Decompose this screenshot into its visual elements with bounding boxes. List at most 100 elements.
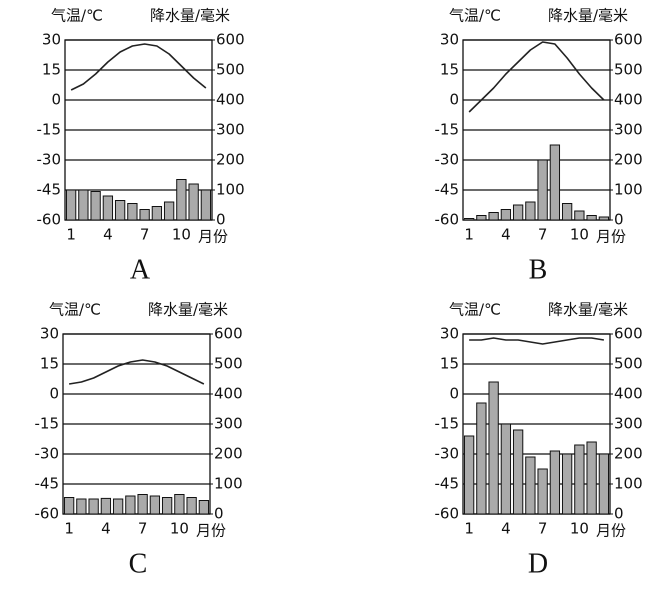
y-tick-label: -45 — [435, 181, 460, 199]
precipitation-bar — [549, 144, 561, 221]
x-tick-label: 4 — [103, 226, 113, 244]
precipitation-bar — [65, 189, 77, 221]
precipitation-bar — [500, 423, 512, 515]
precipitation-bar — [176, 179, 187, 221]
precipitation-bar — [112, 498, 124, 515]
y-axis-label: 气温/℃ — [449, 7, 501, 25]
y2-axis-label: 降水量/毫米 — [548, 301, 628, 319]
precipitation-bar — [88, 498, 99, 515]
precipitation-bar — [598, 453, 610, 515]
precipitation-bar — [476, 402, 487, 515]
y2-tick-label: 500 — [614, 61, 643, 79]
y2-tick-label: 200 — [216, 151, 245, 169]
precipitation-bar — [586, 441, 597, 515]
y2-tick-label: 0 — [216, 211, 226, 229]
y2-tick-label: 200 — [614, 445, 643, 463]
y-tick-label: -60 — [435, 211, 460, 229]
panel-label: A — [130, 254, 151, 285]
precipitation-bar — [188, 183, 199, 221]
precipitation-bar — [476, 215, 487, 221]
y-tick-label: 0 — [49, 385, 59, 403]
y2-tick-label: 100 — [214, 475, 243, 493]
precipitation-bar — [149, 495, 161, 515]
precipitation-bar — [512, 204, 524, 221]
precipitation-bar — [63, 497, 75, 515]
precipitation-bar — [163, 201, 175, 221]
y-tick-label: -60 — [35, 505, 60, 523]
temperature-line — [68, 359, 205, 385]
x-axis-label: 月份 — [198, 228, 228, 246]
precipitation-bar — [174, 494, 185, 515]
x-tick-label: 7 — [138, 520, 148, 538]
precipitation-bar — [561, 453, 573, 515]
y2-tick-label: 300 — [216, 121, 245, 139]
y-tick-label: -15 — [37, 121, 62, 139]
precipitation-bar — [512, 429, 524, 515]
precipitation-bar — [561, 203, 573, 221]
y-tick-label: 15 — [42, 61, 61, 79]
y-tick-label: -45 — [35, 475, 60, 493]
temperature-line — [468, 41, 605, 113]
precipitation-bar — [549, 450, 561, 515]
y2-tick-label: 200 — [614, 151, 643, 169]
precipitation-bar — [78, 189, 89, 221]
precipitation-bar — [200, 189, 212, 221]
y-axis-label: 气温/℃ — [449, 301, 501, 319]
y-tick-label: 15 — [440, 61, 459, 79]
precipitation-bar — [125, 495, 136, 515]
y2-tick-label: 300 — [614, 121, 643, 139]
y2-tick-label: 100 — [614, 475, 643, 493]
y2-tick-label: 0 — [214, 505, 224, 523]
y2-tick-label: 300 — [214, 415, 243, 433]
precipitation-bar — [137, 494, 148, 515]
temperature-line — [469, 337, 605, 345]
temperature-line — [70, 43, 207, 91]
y-axis-label: 气温/℃ — [49, 301, 101, 319]
precipitation-bar — [90, 191, 101, 221]
x-tick-label: 1 — [464, 520, 474, 538]
x-axis-label: 月份 — [596, 228, 626, 246]
precipitation-bar — [488, 381, 499, 515]
y2-tick-label: 100 — [216, 181, 245, 199]
precipitation-bar — [525, 456, 536, 515]
x-tick-label: 10 — [172, 226, 191, 244]
precipitation-bar — [127, 203, 138, 221]
precipitation-bar — [488, 212, 499, 221]
y-tick-label: -30 — [435, 445, 460, 463]
x-tick-label: 10 — [570, 520, 589, 538]
y-tick-label: -60 — [37, 211, 62, 229]
x-tick-label: 10 — [170, 520, 189, 538]
precipitation-bar — [586, 215, 597, 221]
y2-tick-label: 500 — [216, 61, 245, 79]
precipitation-bar — [463, 218, 475, 221]
y2-tick-label: 600 — [614, 31, 643, 49]
plot-frame — [62, 333, 211, 515]
y2-tick-label: 300 — [614, 415, 643, 433]
precipitation-bar — [463, 435, 475, 515]
y2-tick-label: 600 — [216, 31, 245, 49]
y-tick-label: 15 — [440, 355, 459, 373]
panel-label: C — [129, 548, 148, 579]
precipitation-bar — [574, 210, 585, 221]
y2-tick-label: 400 — [614, 91, 643, 109]
y-tick-label: -15 — [35, 415, 60, 433]
y-tick-label: 30 — [440, 31, 459, 49]
y-tick-label: 30 — [42, 31, 61, 49]
y2-axis-label: 降水量/毫米 — [148, 301, 228, 319]
y-tick-label: 0 — [449, 385, 459, 403]
y2-axis-label: 降水量/毫米 — [150, 7, 230, 25]
precipitation-bar — [139, 209, 150, 221]
precipitation-bar — [537, 159, 548, 221]
precipitation-bar — [114, 200, 126, 221]
plot-frame — [462, 333, 611, 515]
precipitation-bar — [500, 209, 512, 221]
y2-tick-label: 500 — [614, 355, 643, 373]
y2-tick-label: 100 — [614, 181, 643, 199]
y-tick-label: -60 — [435, 505, 460, 523]
precipitation-bar — [102, 195, 114, 221]
y-tick-label: -30 — [35, 445, 60, 463]
y2-tick-label: 0 — [614, 211, 624, 229]
y-tick-label: -45 — [435, 475, 460, 493]
y2-tick-label: 600 — [614, 325, 643, 343]
